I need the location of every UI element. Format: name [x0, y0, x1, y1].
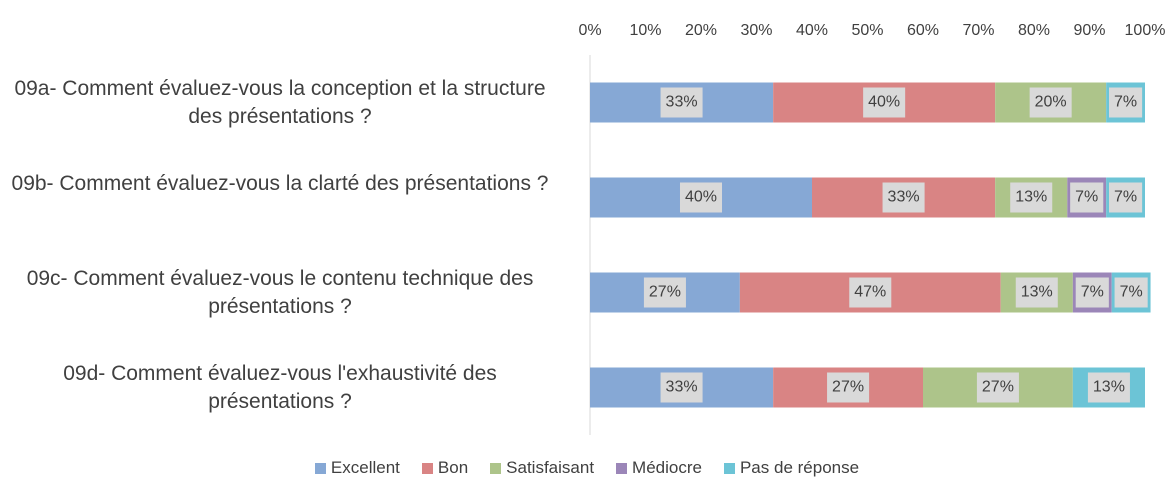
data-label: 27% — [982, 379, 1014, 396]
data-label: 7% — [1081, 284, 1104, 301]
category-label: 09a- Comment évaluez-vous la conception … — [14, 76, 546, 128]
x-tick-label: 60% — [907, 22, 939, 39]
legend-swatch — [616, 462, 628, 474]
legend-swatch — [490, 462, 502, 474]
data-label: 7% — [1075, 189, 1098, 206]
label-box — [643, 277, 686, 308]
x-tick-label: 10% — [629, 22, 661, 39]
legend: Excellent Bon Satisfaisant Médiocre Pas de r… — [0, 458, 1174, 478]
label-box — [827, 372, 870, 403]
x-tick-label: 80% — [1018, 22, 1050, 39]
legend-item: Médiocre — [616, 458, 702, 478]
data-label: 7% — [1114, 189, 1137, 206]
data-label: 40% — [685, 189, 717, 206]
data-label: 47% — [854, 284, 886, 301]
legend-label: Pas de réponse — [739, 458, 860, 477]
label-box — [1114, 277, 1148, 308]
data-label: 33% — [888, 189, 920, 206]
x-tick-label: 0% — [578, 22, 601, 39]
data-label: 27% — [649, 284, 681, 301]
data-label: 7% — [1120, 284, 1143, 301]
legend-label: Excellent — [330, 458, 400, 477]
data-label: 13% — [1015, 189, 1047, 206]
label-box — [1109, 182, 1143, 213]
label-box — [863, 87, 906, 118]
category-label: 09b- Comment évaluez-vous la clarté des … — [11, 171, 549, 195]
x-tick-label: 90% — [1073, 22, 1105, 39]
legend-label: Bon — [437, 458, 469, 477]
label-box — [660, 372, 703, 403]
x-tick-label: 100% — [1125, 22, 1166, 39]
label-box — [679, 182, 723, 213]
label-box — [849, 277, 892, 308]
label-box — [660, 87, 703, 118]
x-tick-label: 50% — [851, 22, 883, 39]
label-box — [1087, 372, 1130, 403]
legend-item: Excellent — [314, 458, 400, 478]
data-label: 13% — [1093, 379, 1125, 396]
x-tick-label: 30% — [740, 22, 772, 39]
x-tick-label: 70% — [962, 22, 994, 39]
label-box — [1109, 87, 1143, 118]
legend-swatch — [314, 462, 326, 474]
category-label: 09c- Comment évaluez-vous le contenu tec… — [26, 266, 534, 318]
category-label: 09d- Comment évaluez-vous l'exhaustivité… — [63, 361, 497, 413]
data-label: 27% — [832, 379, 864, 396]
legend-item: Pas de réponse — [723, 458, 860, 478]
data-label: 33% — [666, 379, 698, 396]
label-box — [1029, 87, 1072, 118]
label-box — [976, 372, 1019, 403]
legend-item: Satisfaisant — [490, 458, 594, 478]
data-label: 7% — [1114, 94, 1137, 111]
label-box — [1075, 277, 1109, 308]
label-box — [1015, 277, 1058, 308]
data-label: 20% — [1035, 94, 1067, 111]
label-box — [882, 182, 925, 213]
x-tick-label: 40% — [796, 22, 828, 39]
legend-label: Médiocre — [632, 458, 702, 477]
label-box — [1070, 182, 1104, 213]
data-label: 40% — [868, 94, 900, 111]
data-label: 13% — [1021, 284, 1053, 301]
legend-item: Bon — [421, 458, 469, 478]
legend-swatch — [421, 462, 433, 474]
data-label: 33% — [666, 94, 698, 111]
legend-swatch — [723, 462, 735, 474]
x-tick-label: 20% — [685, 22, 717, 39]
label-box — [1010, 182, 1053, 213]
legend-label: Satisfaisant — [506, 458, 595, 477]
